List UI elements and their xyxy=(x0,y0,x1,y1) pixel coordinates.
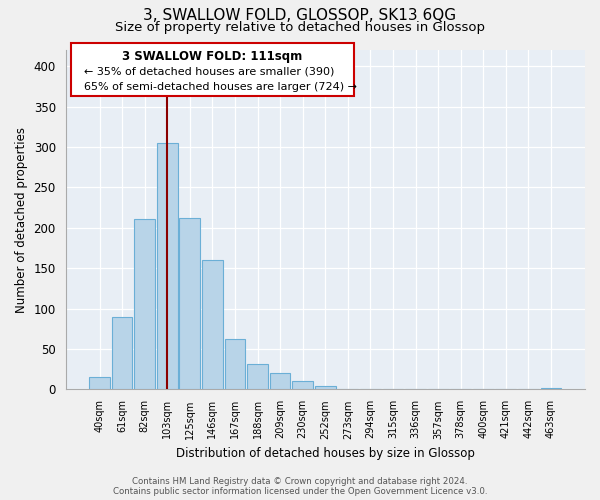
Bar xyxy=(292,382,313,390)
Bar xyxy=(270,374,290,390)
Text: ← 35% of detached houses are smaller (390): ← 35% of detached houses are smaller (39… xyxy=(84,66,334,76)
Bar xyxy=(89,376,110,390)
Bar xyxy=(337,388,358,390)
Bar xyxy=(315,386,335,390)
Bar xyxy=(179,218,200,390)
X-axis label: Distribution of detached houses by size in Glossop: Distribution of detached houses by size … xyxy=(176,447,475,460)
Bar xyxy=(202,260,223,390)
FancyBboxPatch shape xyxy=(71,43,354,96)
Text: Contains HM Land Registry data © Crown copyright and database right 2024.: Contains HM Land Registry data © Crown c… xyxy=(132,477,468,486)
Bar xyxy=(134,219,155,390)
Bar xyxy=(383,388,403,390)
Bar xyxy=(541,388,562,390)
Text: Size of property relative to detached houses in Glossop: Size of property relative to detached ho… xyxy=(115,21,485,34)
Text: Contains public sector information licensed under the Open Government Licence v3: Contains public sector information licen… xyxy=(113,487,487,496)
Bar xyxy=(112,316,133,390)
Bar xyxy=(451,388,471,390)
Bar xyxy=(247,364,268,390)
Bar xyxy=(157,143,178,390)
Text: 3 SWALLOW FOLD: 111sqm: 3 SWALLOW FOLD: 111sqm xyxy=(122,50,302,63)
Text: 3, SWALLOW FOLD, GLOSSOP, SK13 6QG: 3, SWALLOW FOLD, GLOSSOP, SK13 6QG xyxy=(143,8,457,22)
Bar xyxy=(224,338,245,390)
Y-axis label: Number of detached properties: Number of detached properties xyxy=(15,126,28,312)
Text: 65% of semi-detached houses are larger (724) →: 65% of semi-detached houses are larger (… xyxy=(84,82,357,92)
